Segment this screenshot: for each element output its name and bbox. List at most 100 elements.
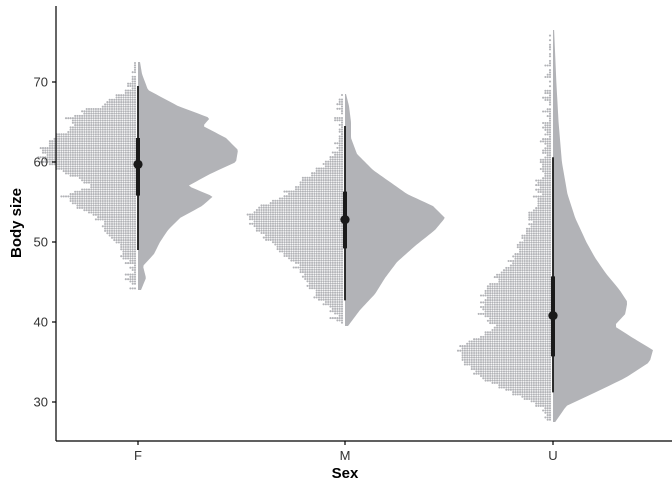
- rain-dot: [528, 216, 531, 219]
- rain-dot: [304, 273, 307, 276]
- rain-dot: [124, 114, 127, 117]
- rain-dot: [85, 202, 88, 205]
- rain-dot: [311, 250, 314, 253]
- rain-dot: [283, 236, 286, 239]
- rain-dot: [502, 322, 506, 325]
- rain-dot: [334, 188, 337, 191]
- rain-dot: [322, 234, 325, 237]
- rain-dot: [311, 248, 314, 251]
- rain-dot: [340, 195, 344, 198]
- rain-dot: [530, 345, 533, 348]
- rain-dot: [108, 222, 111, 226]
- rain-dot: [528, 347, 531, 350]
- rain-dot: [539, 230, 542, 233]
- rain-dot: [120, 176, 123, 180]
- rain-dot: [340, 197, 344, 200]
- rain-dot: [329, 303, 332, 306]
- rain-dot: [336, 181, 339, 184]
- rain-dot: [122, 239, 125, 242]
- rain-dot: [81, 130, 84, 134]
- rain-dot: [525, 349, 529, 352]
- rain-dot: [535, 227, 538, 230]
- rain-dot: [340, 252, 344, 255]
- rain-dot: [509, 278, 512, 281]
- rain-dot: [94, 137, 97, 140]
- rain-dot: [532, 326, 535, 329]
- rain-dot: [313, 234, 316, 237]
- rain-dot: [39, 160, 42, 163]
- rain-dot: [290, 248, 293, 251]
- rain-dot: [71, 151, 74, 154]
- rain-dot: [548, 92, 552, 95]
- rain-dot: [313, 172, 316, 175]
- rain-dot: [338, 227, 341, 230]
- rain-dot: [131, 124, 134, 127]
- rain-dot: [500, 292, 503, 295]
- rain-dot: [331, 192, 334, 195]
- rain-dot: [297, 215, 300, 218]
- rain-dot: [530, 243, 533, 246]
- rain-dot: [338, 116, 341, 120]
- rain-dot: [505, 338, 508, 341]
- rain-dot: [283, 234, 286, 237]
- rain-dot: [523, 303, 526, 306]
- rain-dot: [133, 266, 137, 269]
- rain-dot: [519, 262, 522, 265]
- rain-dot: [539, 285, 542, 288]
- rain-dot: [546, 328, 549, 332]
- rain-dot: [512, 289, 515, 292]
- rain-dot: [83, 197, 86, 200]
- rain-dot: [329, 174, 332, 177]
- rain-dot: [131, 227, 134, 230]
- rain-dot: [120, 156, 123, 159]
- rain-dot: [276, 248, 279, 251]
- rain-dot: [283, 238, 286, 241]
- rain-dot: [331, 218, 334, 221]
- rain-dot: [85, 170, 88, 173]
- rain-dot: [92, 170, 95, 173]
- rain-dot: [493, 349, 496, 352]
- rain-dot: [338, 229, 341, 232]
- rain-dot: [317, 298, 321, 301]
- rain-dot: [539, 280, 542, 283]
- rain-dot: [338, 259, 341, 262]
- rain-dot: [509, 315, 512, 318]
- rain-dot: [313, 264, 316, 267]
- rain-dot: [535, 179, 538, 182]
- rain-dot: [53, 153, 56, 157]
- rain-dot: [324, 275, 327, 278]
- rain-dot: [532, 211, 535, 214]
- rain-dot: [311, 268, 314, 271]
- rain-dot: [334, 174, 337, 177]
- rain-dot: [336, 188, 339, 191]
- rain-dot: [334, 252, 337, 255]
- rain-dot: [544, 347, 547, 350]
- rain-dot: [537, 216, 540, 219]
- rain-dot: [108, 234, 111, 237]
- rain-dot: [502, 294, 506, 297]
- rain-dot: [340, 231, 344, 235]
- rain-dot: [514, 262, 517, 265]
- rain-dot: [322, 291, 325, 294]
- rain-dot: [276, 225, 279, 228]
- rain-dot: [276, 206, 279, 209]
- rain-dot: [468, 345, 471, 348]
- rain-dot: [479, 342, 483, 345]
- rain-dot: [120, 151, 123, 154]
- rain-dot: [548, 75, 552, 79]
- rain-dot: [334, 259, 337, 262]
- rain-dot: [498, 312, 501, 315]
- rain-dot: [290, 243, 293, 246]
- rain-dot: [304, 185, 307, 189]
- rain-dot: [299, 231, 302, 235]
- rain-dot: [64, 165, 68, 168]
- rain-dot: [320, 218, 323, 221]
- rain-dot: [308, 234, 311, 237]
- rain-dot: [85, 163, 88, 166]
- rain-dot: [306, 264, 309, 267]
- rain-dot: [322, 167, 325, 170]
- rain-dot: [327, 197, 330, 200]
- rain-dot: [301, 238, 304, 241]
- rain-dot: [546, 144, 549, 148]
- rain-dot: [514, 269, 517, 272]
